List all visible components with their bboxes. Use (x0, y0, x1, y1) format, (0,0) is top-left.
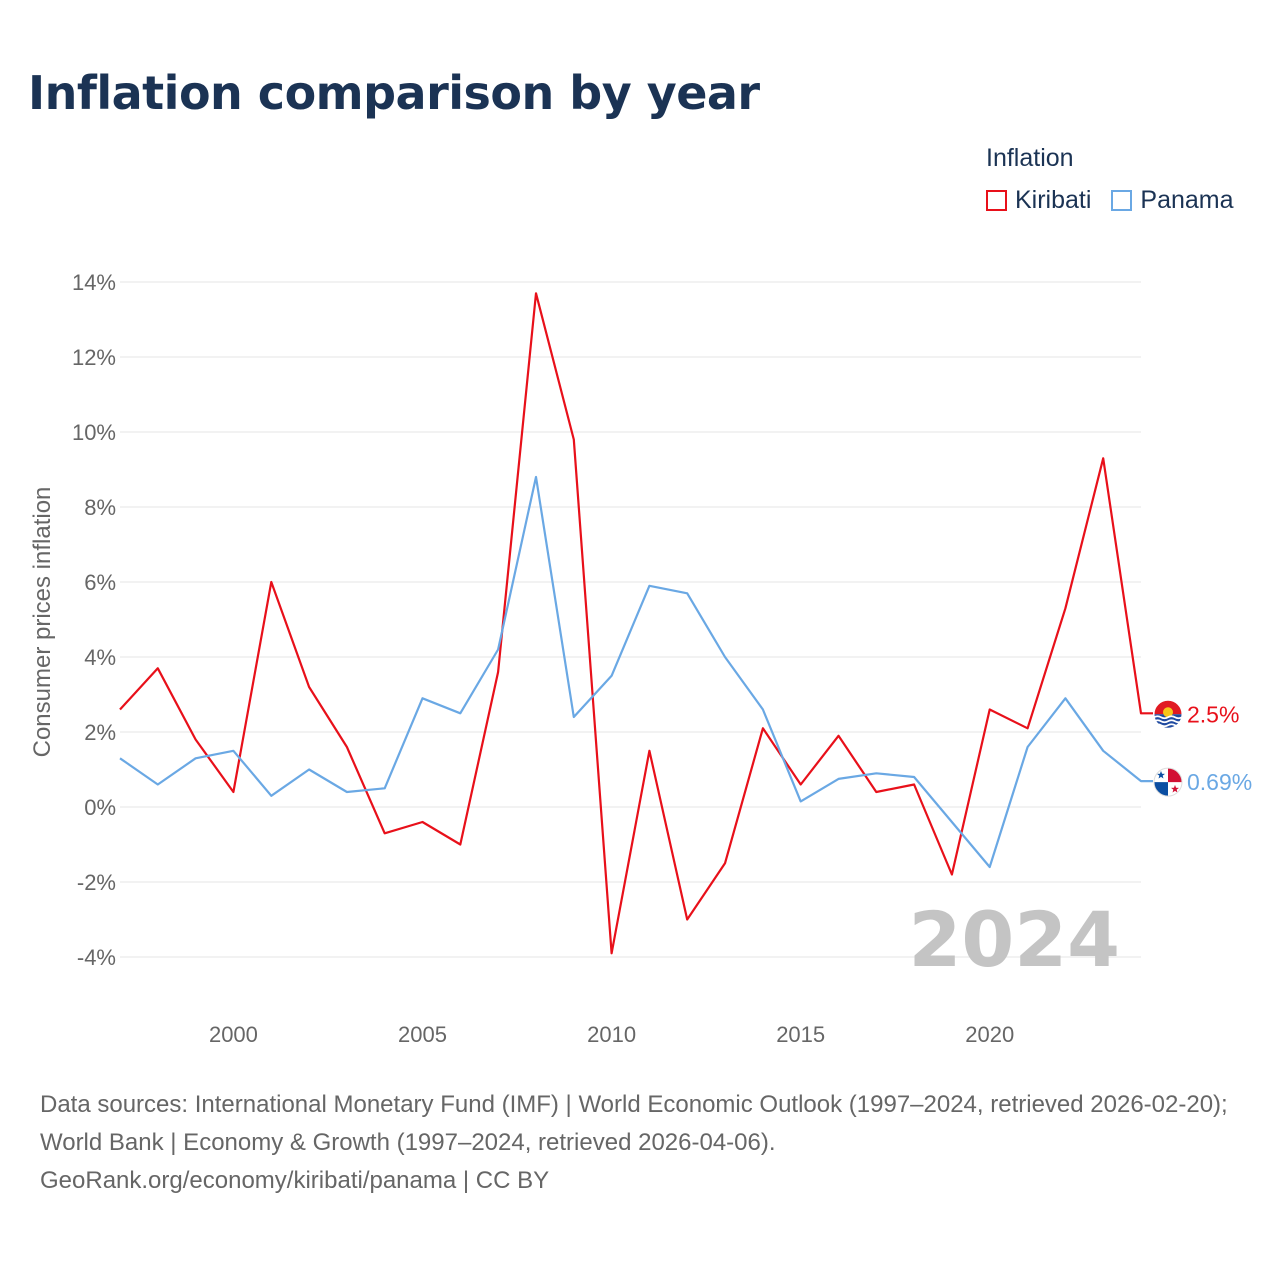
y-tick-label: 6% (84, 570, 116, 595)
y-tick-label: 8% (84, 495, 116, 520)
year-watermark: 2024 (908, 895, 1120, 984)
y-tick-label: 0% (84, 795, 116, 820)
source-link[interactable]: GeoRank.org/economy/kiribati/panama | CC… (40, 1167, 550, 1194)
y-tick-label: -4% (77, 945, 116, 970)
series-line-kiribati[interactable] (119, 292, 1153, 955)
legend-label-panama: Panama (1140, 186, 1234, 214)
flag-panama-icon (1153, 767, 1183, 797)
legend-title: Inflation (986, 144, 1074, 172)
x-tick-label: 2020 (965, 1022, 1014, 1047)
y-axis-label: Consumer prices inflation (29, 487, 56, 758)
series-line-panama[interactable] (119, 475, 1153, 869)
legend-swatch-panama (1111, 190, 1133, 211)
data-source-note: Data sources: International Monetary Fun… (40, 1086, 1250, 1200)
y-tick-label: 12% (72, 345, 116, 370)
source-text: Data sources: International Monetary Fun… (40, 1091, 1228, 1156)
y-tick-label: 2% (84, 720, 116, 745)
end-value-label-panama: 0.69% (1187, 769, 1252, 795)
legend-item-panama[interactable]: Panama (1111, 186, 1234, 215)
chart-title: Inflation comparison by year (28, 66, 760, 120)
y-tick-label: 4% (84, 645, 116, 670)
line-chart: -4% -2% 0% 2% 4% 6% 8% 10% 12% 14% 2000 2005 2010 20… (29, 270, 1252, 1047)
x-tick-label: 2005 (398, 1022, 447, 1047)
legend-item-kiribati[interactable]: Kiribati (986, 186, 1091, 215)
end-value-label-kiribati: 2.5% (1187, 701, 1239, 727)
legend-swatch-kiribati (986, 190, 1007, 211)
y-tick-label: 10% (72, 420, 116, 445)
x-tick-label: 2000 (209, 1022, 258, 1047)
x-tick-label: 2015 (776, 1022, 825, 1047)
legend-label-kiribati: Kiribati (1015, 186, 1092, 214)
legend: Kiribati Panama (986, 186, 1234, 215)
x-tick-label: 2010 (587, 1022, 636, 1047)
flag-kiribati-icon (1153, 699, 1183, 729)
y-tick-label: -2% (77, 870, 116, 895)
y-tick-label: 14% (72, 270, 116, 295)
